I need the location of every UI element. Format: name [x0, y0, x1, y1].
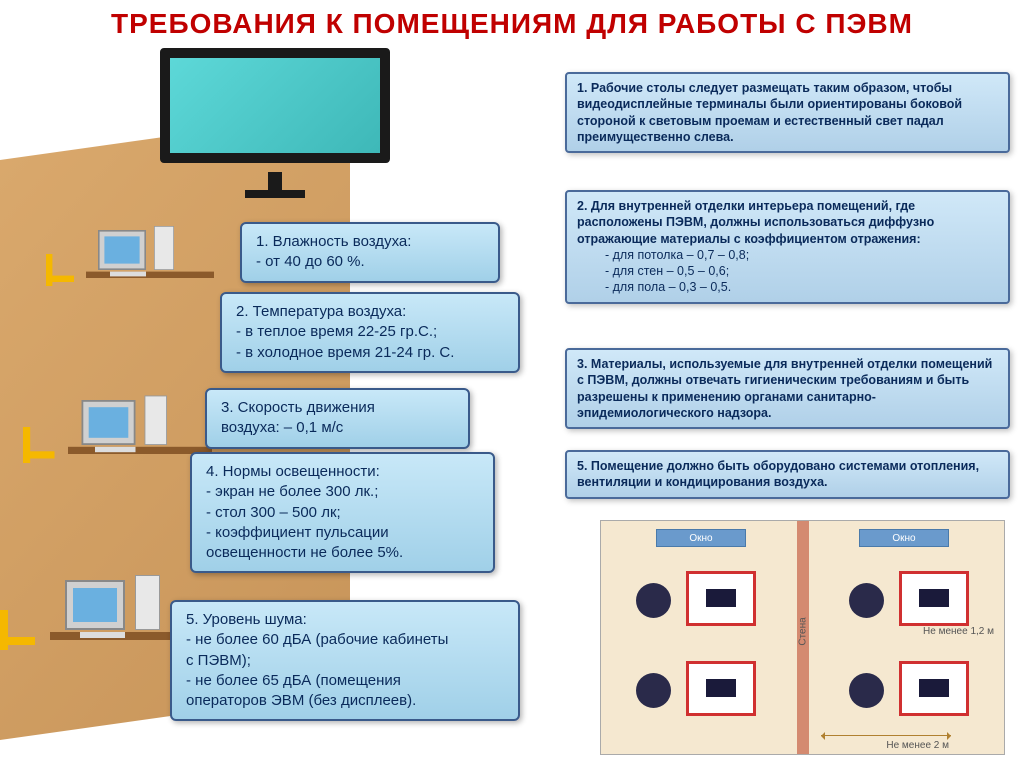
req4-line3: - коэффициент пульсации [206, 523, 479, 543]
detail-box-2: 2. Для внутренней отделки интерьера поме… [565, 190, 1010, 304]
req3-title: 3. Скорость движения [221, 398, 454, 418]
req5-line1: - не более 60 дБА (рабочие кабинеты [186, 630, 504, 650]
req3-line: воздуха: – 0,1 м/с [221, 418, 454, 438]
req4-line4: освещенности не более 5%. [206, 543, 479, 563]
workstation-2 [50, 346, 230, 454]
requirement-box-1: 1. Влажность воздуха: - от 40 до 60 %. [240, 222, 500, 283]
window-label-2: Окно [859, 529, 949, 547]
diagram-station-4 [849, 661, 969, 731]
requirement-box-3: 3. Скорость движения воздуха: – 0,1 м/с [205, 388, 470, 449]
diagram-station-1 [636, 571, 756, 641]
layout-diagram: Окно Окно Стена Не менее 1,2 м Не менее … [600, 520, 1005, 755]
distance-label-2: Не менее 2 м [886, 740, 949, 751]
workstation-1 [70, 182, 230, 278]
req5-line2: с ПЭВМ); [186, 651, 504, 671]
req2-line2: - в холодное время 21-24 гр. С. [236, 343, 504, 363]
distance-label-1: Не менее 1,2 м [923, 626, 994, 637]
detail4-text: 5. Помещение должно быть оборудовано сис… [577, 459, 979, 489]
detail3-text: 3. Материалы, используемые для внутренне… [577, 357, 992, 420]
req4-line1: - экран не более 300 лк.; [206, 482, 479, 502]
requirement-box-4: 4. Нормы освещенности: - экран не более … [190, 452, 495, 573]
diagram-station-3 [636, 661, 756, 731]
req4-line2: - стол 300 – 500 лк; [206, 503, 479, 523]
detail-box-1: 1. Рабочие столы следует размещать таким… [565, 72, 1010, 153]
req2-line1: - в теплое время 22-25 гр.С.; [236, 322, 504, 342]
req5-title: 5. Уровень шума: [186, 610, 504, 630]
detail-box-3: 3. Материалы, используемые для внутренне… [565, 348, 1010, 429]
page-title: ТРЕБОВАНИЯ К ПОМЕЩЕНИЯМ ДЛЯ РАБОТЫ С ПЭВ… [0, 8, 1024, 40]
detail2-item2: - для стен – 0,5 – 0,6; [577, 263, 998, 279]
req5-line3: - не более 65 дБА (помещения [186, 671, 504, 691]
req1-line: - от 40 до 60 %. [256, 252, 484, 272]
distance-arrow [821, 735, 951, 736]
req1-title: 1. Влажность воздуха: [256, 232, 484, 252]
requirement-box-5: 5. Уровень шума: - не более 60 дБА (рабо… [170, 600, 520, 721]
detail2-item3: - для пола – 0,3 – 0,5. [577, 279, 998, 295]
detail2-header: 2. Для внутренней отделки интерьера поме… [577, 199, 934, 246]
detail2-item1: - для потолка – 0,7 – 0,8; [577, 247, 998, 263]
req4-title: 4. Нормы освещенности: [206, 462, 479, 482]
detail-box-4: 5. Помещение должно быть оборудовано сис… [565, 450, 1010, 499]
window-label-1: Окно [656, 529, 746, 547]
req5-line4: операторов ЭВМ (без дисплеев). [186, 691, 504, 711]
req2-title: 2. Температура воздуха: [236, 302, 504, 322]
monitor-illustration [150, 48, 410, 198]
detail1-text: 1. Рабочие столы следует размещать таким… [577, 81, 962, 144]
wall-label: Стена [797, 617, 808, 645]
requirement-box-2: 2. Температура воздуха: - в теплое время… [220, 292, 520, 373]
